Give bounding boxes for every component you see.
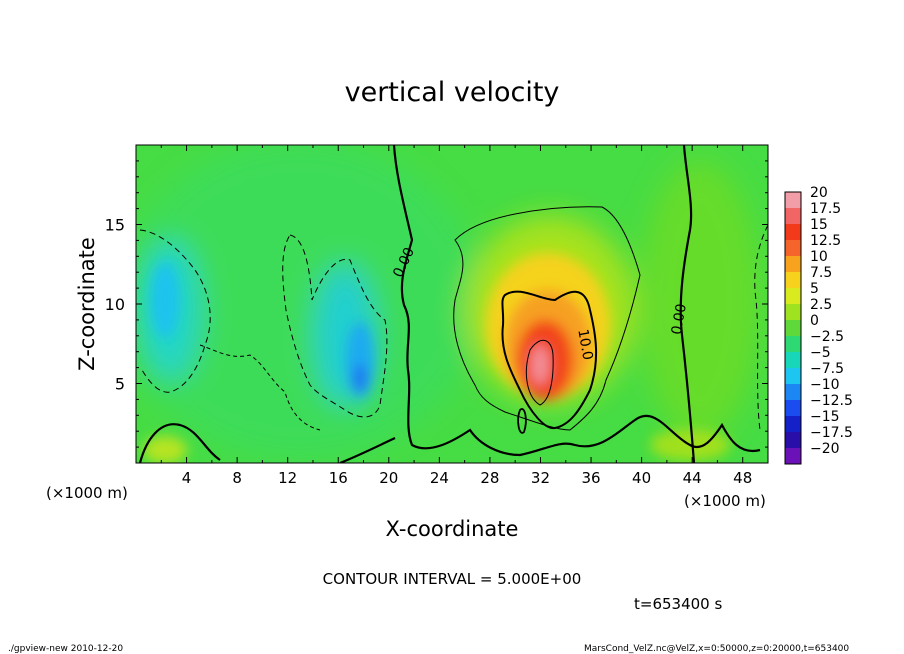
x-tick-label: 20: [379, 469, 398, 487]
x-unit-right: (×1000 m): [684, 492, 766, 510]
x-axis-label: X-coordinate: [386, 517, 519, 541]
contour-label: 10.0: [574, 328, 595, 361]
zero-contour-bottom-left: [138, 423, 221, 463]
colorbar-label: 7.5: [810, 265, 832, 281]
colorbar-label: −7.5: [810, 361, 844, 377]
field-mid-core-deep: [354, 364, 366, 392]
x-tick-label: 12: [278, 469, 297, 487]
x-tick-label: 36: [581, 469, 600, 487]
neg-contour-left: [139, 229, 211, 393]
colorbar: 2017.51512.5107.552.50−2.5−5−7.5−10−12.5…: [784, 185, 853, 465]
y-tick-label: 15: [105, 216, 125, 235]
colorbar-label: 20: [810, 185, 828, 201]
colorbar-label: 2.5: [810, 297, 832, 313]
colorbar-label: −15: [810, 409, 840, 425]
x-tick-label: 16: [329, 469, 348, 487]
colorbar-label: 5: [810, 281, 819, 297]
colorbar-swatch: [785, 448, 801, 465]
colorbar-label: −2.5: [810, 329, 844, 345]
colorbar-label: −17.5: [810, 425, 853, 441]
field-green-band: [136, 145, 480, 460]
colorbar-swatch: [785, 208, 801, 225]
field-mid-core: [346, 322, 374, 398]
neg-contour-right: [754, 224, 768, 431]
colorbar-swatch: [785, 320, 801, 337]
colorbar-swatch: [785, 352, 801, 369]
field-cores: [143, 253, 730, 463]
neg-contour-mid: [282, 234, 388, 418]
field-updraft-peak: [531, 345, 549, 385]
contour-lines: [138, 145, 768, 463]
zero-contour-right: [679, 145, 696, 463]
x-tick-label: 24: [430, 469, 449, 487]
colorbar-frame: [784, 191, 802, 465]
colorbar-swatch: [785, 432, 801, 449]
x-tick-label: 48: [733, 469, 752, 487]
colorbar-label: 10: [810, 249, 828, 265]
five-contour-outer: [453, 206, 641, 431]
colorbar-label: −5: [810, 345, 831, 361]
x-unit-left: (×1000 m): [46, 484, 128, 502]
zero-contour-left: [392, 145, 761, 457]
colorbar-swatch: [785, 400, 801, 417]
field-right-updraft: [640, 160, 760, 440]
time-label: t=653400 s: [634, 595, 722, 613]
footer-right: MarsCond_VelZ.nc@VelZ,x=0:50000,z=0:2000…: [584, 644, 849, 654]
y-tick-label: 10: [105, 295, 125, 314]
colorbar-swatch: [785, 224, 801, 241]
zero-contour-bottom-mid: [339, 437, 396, 463]
colorbar-label: 17.5: [810, 201, 841, 217]
colorbar-swatch: [785, 272, 801, 289]
chart-title: vertical velocity: [345, 77, 560, 108]
colorbar-label: 0: [810, 313, 819, 329]
contour-interval: CONTOUR INTERVAL = 5.000E+00: [323, 570, 582, 588]
x-tick-label: 40: [632, 469, 651, 487]
colorbar-swatch: [785, 288, 801, 305]
colorbar-label: 12.5: [810, 233, 841, 249]
neg-contour-mid2: [199, 344, 321, 431]
colorbar-swatch: [785, 336, 801, 353]
colorbar-label: −20: [810, 441, 840, 457]
colorbar-swatch: [785, 304, 801, 321]
x-tick-label: 8: [232, 469, 242, 487]
field-left-core: [151, 262, 179, 338]
y-axis-label: Z-coordinate: [75, 237, 99, 371]
colorbar-swatch: [785, 368, 801, 385]
x-tick-label: 32: [531, 469, 550, 487]
colorbar-swatch: [785, 192, 801, 209]
contour-label: 0.00: [669, 302, 690, 335]
fifteen-contour: [525, 340, 554, 406]
colorbar-label: −10: [810, 377, 840, 393]
colorbar-swatch: [785, 384, 801, 401]
colorbar-label: −12.5: [810, 393, 853, 409]
footer-left: ./gpview-new 2010-12-20: [8, 644, 123, 654]
ten-contour: [501, 290, 598, 430]
x-tick-label: 44: [683, 469, 702, 487]
colorbar-label: 15: [810, 217, 828, 233]
velocity-field: [136, 145, 768, 463]
x-tick-label: 4: [182, 469, 192, 487]
x-tick-label: 28: [480, 469, 499, 487]
colorbar-swatch: [785, 240, 801, 257]
field-bottom-left-yellow: [143, 436, 187, 463]
ten-contour-small: [517, 408, 527, 434]
colorbar-swatch: [785, 256, 801, 273]
y-tick-label: 5: [115, 375, 125, 394]
colorbar-swatch: [785, 416, 801, 433]
